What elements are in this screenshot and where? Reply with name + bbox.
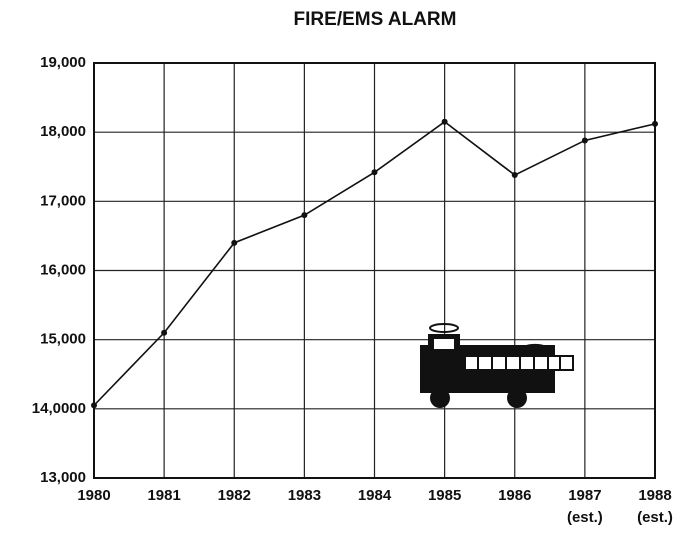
y-tick-label: 19,000 [40,54,86,71]
data-point [511,172,518,179]
x-tick-note: (est.) [637,509,673,526]
data-point [231,239,238,246]
data-point [161,329,168,336]
data-point [91,402,97,409]
fire-truck-icon [420,323,574,408]
x-tick-label: 1987 [568,487,601,504]
data-point [581,137,588,144]
x-tick-label: 1984 [358,487,392,504]
data-point [652,120,658,127]
y-tick-label: 16,000 [40,261,86,278]
y-tick-label: 14,0000 [32,400,86,417]
x-tick-label: 1982 [218,487,251,504]
x-tick-label: 1986 [498,487,531,504]
data-point [301,212,308,219]
x-tick-label: 1981 [147,487,180,504]
x-tick-label: 1980 [77,487,110,504]
y-tick-label: 15,000 [40,331,86,348]
chart-title: FIRE/EMS ALARM [294,9,457,30]
x-tick-label: 1983 [288,487,321,504]
x-tick-note: (est.) [567,509,603,526]
y-tick-label: 17,000 [40,192,86,209]
data-point [371,169,378,176]
x-tick-label: 1985 [428,487,461,504]
data-point [441,118,448,125]
x-tick-label: 1988 [638,487,671,504]
plot-frame [93,62,656,479]
y-tick-label: 13,000 [40,469,86,486]
y-tick-label: 18,000 [40,123,86,140]
